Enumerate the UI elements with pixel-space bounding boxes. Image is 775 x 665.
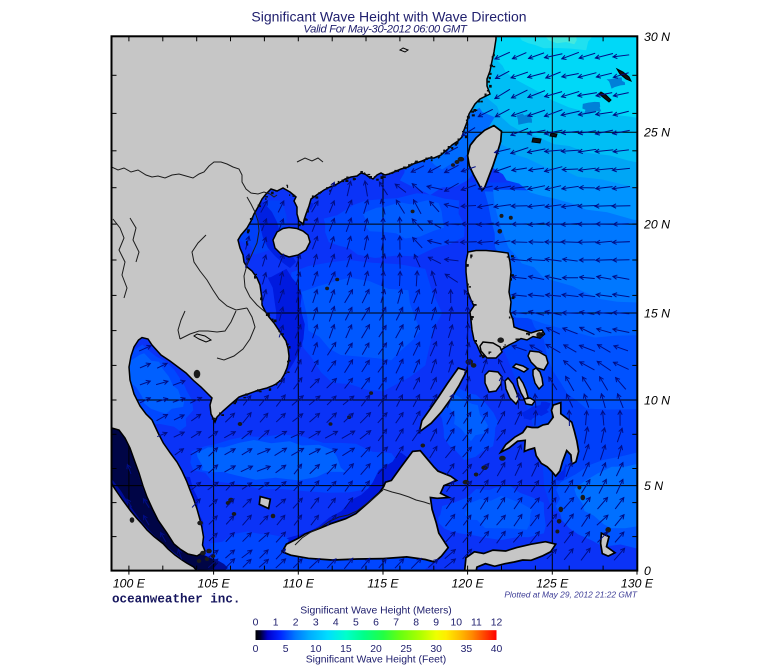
svg-text:10 N: 10 N xyxy=(644,394,670,408)
svg-text:8: 8 xyxy=(413,618,419,629)
svg-text:20: 20 xyxy=(370,644,382,655)
svg-text:25: 25 xyxy=(400,644,412,655)
svg-text:25 N: 25 N xyxy=(643,126,670,140)
svg-text:15 N: 15 N xyxy=(644,307,670,321)
svg-text:105 E: 105 E xyxy=(198,577,231,591)
svg-text:10: 10 xyxy=(451,618,463,629)
svg-text:30 N: 30 N xyxy=(644,30,670,44)
svg-text:10: 10 xyxy=(310,644,322,655)
svg-text:0: 0 xyxy=(644,564,651,578)
svg-text:4: 4 xyxy=(333,618,339,629)
svg-text:0: 0 xyxy=(253,618,259,629)
svg-text:1: 1 xyxy=(273,618,279,629)
svg-text:30: 30 xyxy=(430,644,442,655)
svg-text:100 E: 100 E xyxy=(113,577,146,591)
svg-text:11: 11 xyxy=(471,618,482,629)
svg-text:Valid For May-30-2012 06:00 GM: Valid For May-30-2012 06:00 GMT xyxy=(303,24,468,36)
svg-text:20 N: 20 N xyxy=(643,218,670,232)
svg-text:Significant Wave Height (Feet): Significant Wave Height (Feet) xyxy=(306,655,447,665)
svg-text:40: 40 xyxy=(491,644,503,655)
svg-text:5 N: 5 N xyxy=(644,479,663,493)
svg-text:oceanweather inc.: oceanweather inc. xyxy=(112,593,240,607)
svg-text:115 E: 115 E xyxy=(367,577,399,591)
svg-text:12: 12 xyxy=(491,618,503,629)
svg-text:120 E: 120 E xyxy=(452,577,485,591)
svg-text:9: 9 xyxy=(433,618,439,629)
svg-text:35: 35 xyxy=(461,644,473,655)
svg-text:6: 6 xyxy=(373,618,379,629)
svg-text:2: 2 xyxy=(293,618,299,629)
svg-text:110 E: 110 E xyxy=(283,577,315,591)
svg-text:130 E: 130 E xyxy=(621,577,654,591)
svg-text:Significant Wave Height with W: Significant Wave Height with Wave Direct… xyxy=(251,9,526,25)
svg-text:Significant Wave Height (Meter: Significant Wave Height (Meters) xyxy=(300,606,452,617)
svg-text:5: 5 xyxy=(283,644,289,655)
svg-text:7: 7 xyxy=(393,618,399,629)
svg-text:Plotted at May 29, 2012 21:22: Plotted at May 29, 2012 21:22 GMT xyxy=(504,590,638,600)
svg-text:5: 5 xyxy=(353,618,359,629)
svg-text:15: 15 xyxy=(340,644,352,655)
svg-text:0: 0 xyxy=(253,644,259,655)
svg-text:3: 3 xyxy=(313,618,319,629)
svg-text:125 E: 125 E xyxy=(536,577,569,591)
